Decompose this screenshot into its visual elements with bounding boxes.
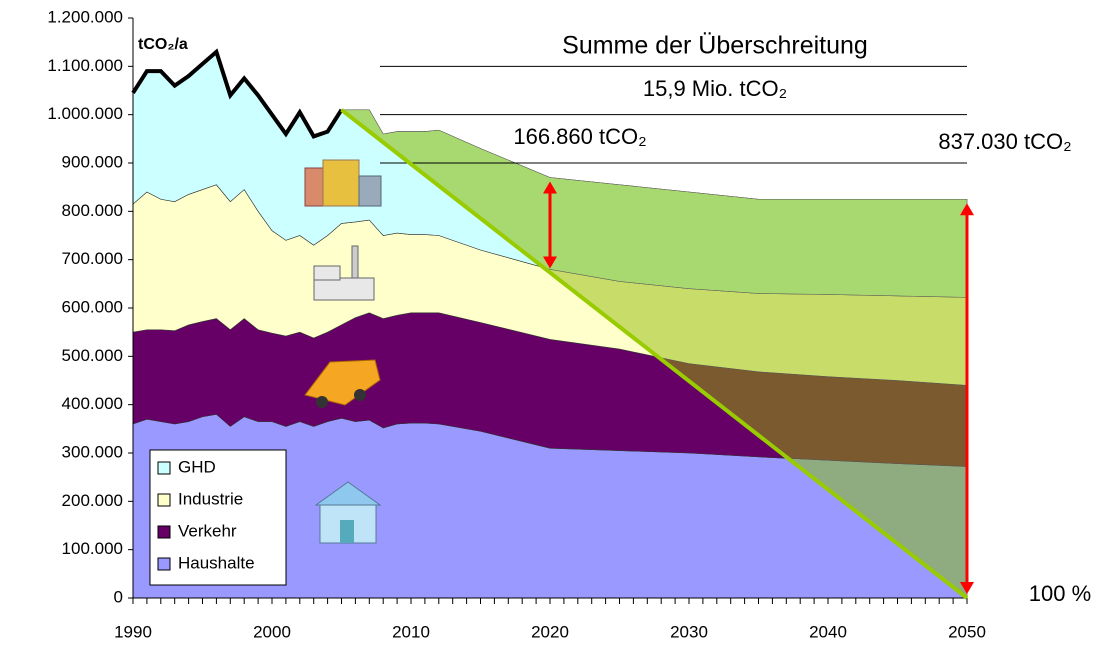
annotation: 15,9 Mio. tCO₂: [643, 76, 787, 101]
x-tick-label: 2000: [253, 622, 291, 641]
unit-label: tCO₂/a: [138, 36, 188, 53]
legend-swatch: [158, 462, 170, 474]
y-tick-label: 1.200.000: [47, 7, 123, 26]
legend-swatch: [158, 558, 170, 570]
y-tick-label: 400.000: [62, 394, 123, 413]
legend-label: Haushalte: [178, 553, 255, 572]
annotation: 100 %: [1029, 581, 1091, 606]
y-tick-label: 500.000: [62, 346, 123, 365]
annotation: 837.030 tCO₂: [938, 129, 1071, 154]
y-tick-label: 700.000: [62, 249, 123, 268]
x-tick-label: 2040: [809, 622, 847, 641]
y-tick-label: 200.000: [62, 491, 123, 510]
x-tick-label: 2050: [948, 622, 986, 641]
x-tick-label: 2030: [670, 622, 708, 641]
x-tick-label: 1990: [114, 622, 152, 641]
y-tick-label: 1.100.000: [47, 56, 123, 75]
x-tick-label: 2020: [531, 622, 569, 641]
y-tick-label: 300.000: [62, 442, 123, 461]
legend-label: Industrie: [178, 489, 243, 508]
chart: 0 100.000 200.000 300.000 400.000 500.000 600.…: [0, 0, 1107, 645]
y-tick-label: 600.000: [62, 297, 123, 316]
annotation: Summe der Überschreitung: [562, 32, 868, 60]
annotation: 166.860 tCO₂: [513, 124, 646, 149]
y-tick-label: 0: [114, 587, 123, 606]
y-tick-label: 100.000: [62, 539, 123, 558]
legend-swatch: [158, 494, 170, 506]
legend-label: Verkehr: [178, 521, 237, 540]
legend-swatch: [158, 526, 170, 538]
y-tick-label: 900.000: [62, 152, 123, 171]
y-tick-label: 800.000: [62, 201, 123, 220]
y-tick-label: 1.000.000: [47, 104, 123, 123]
legend: GHD Industrie Verkehr Haushalte: [150, 450, 286, 585]
legend-label: GHD: [178, 457, 216, 476]
x-tick-label: 2010: [392, 622, 430, 641]
